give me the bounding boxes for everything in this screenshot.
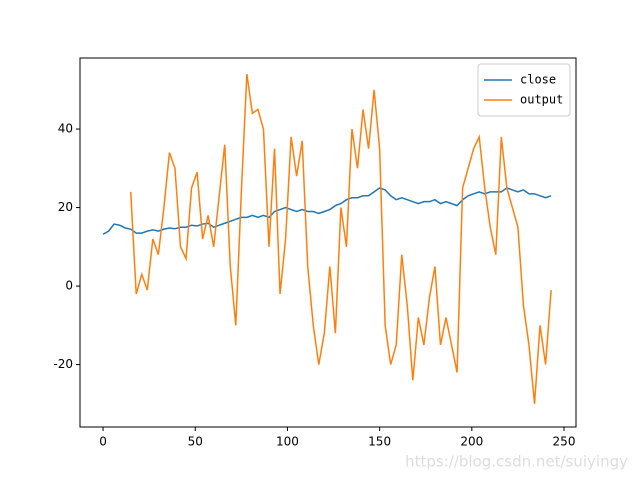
x-tick-label: 150 [368,435,391,449]
legend-label: output [520,93,563,107]
plot-frame [79,57,577,428]
y-tick-label: -20 [53,357,73,371]
x-tick-label: 50 [188,435,203,449]
line [102,187,552,235]
x-tick-label: 100 [276,435,299,449]
legend-box [477,63,571,117]
x-tick-label: 0 [99,435,107,449]
legend-label: close [520,73,556,87]
y-tick-label: 20 [58,200,73,214]
x-tick-label: 200 [460,435,483,449]
watermark: https://blog.csdn.net/suiyingy [405,453,628,471]
y-tick-label: 40 [58,122,73,136]
line [129,73,552,404]
x-tick-label: 250 [553,435,576,449]
y-tick-label: 0 [65,279,73,293]
